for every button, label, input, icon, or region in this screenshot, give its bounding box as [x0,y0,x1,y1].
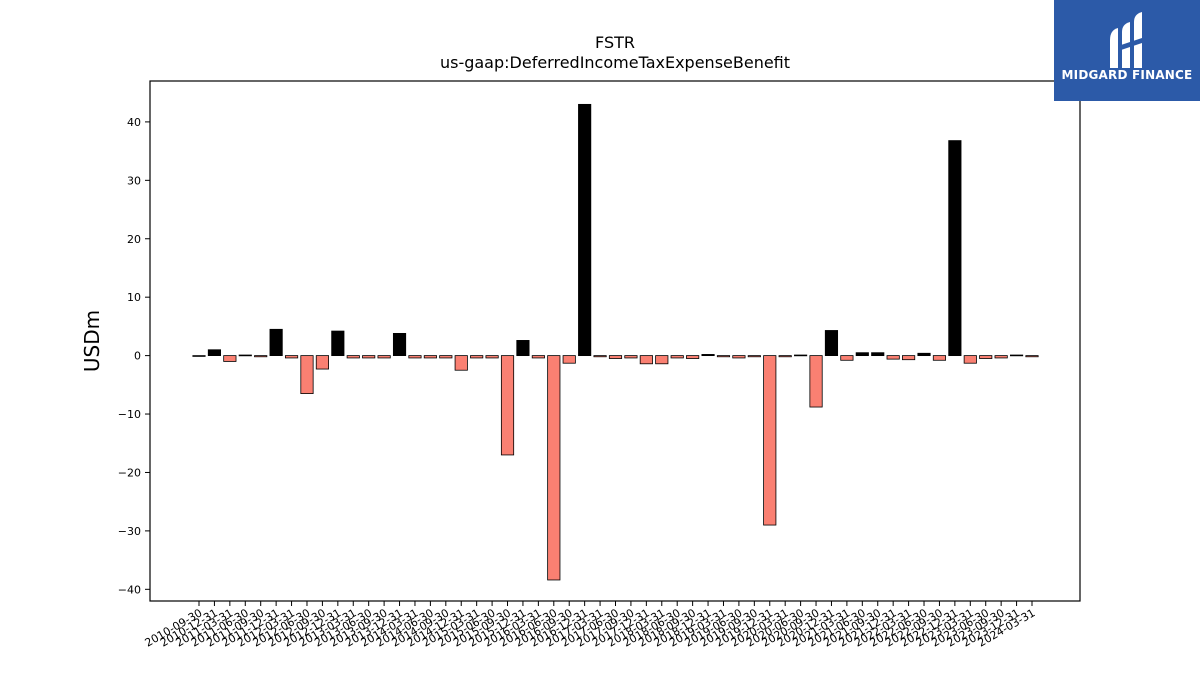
bar-2022-09-30 [932,355,947,361]
bar-2013-06-30 [362,355,376,359]
bar-2015-06-30 [485,355,499,359]
bar-2011-03-31 [223,355,237,362]
bar-2014-12-31 [454,355,468,371]
bar-2012-03-31 [284,355,299,359]
bar-2021-12-31 [886,355,900,360]
bar-2017-06-30 [608,355,623,359]
y-tick-label: −40 [118,583,141,596]
bar-2014-06-30 [423,355,437,359]
bar-2021-06-30 [855,352,869,357]
bar-2019-06-30 [732,355,746,359]
bar-2021-09-30 [871,352,885,357]
bar-2023-09-30 [994,355,1008,359]
bar-2012-09-30 [315,355,329,370]
y-tick-label: 0 [134,350,141,363]
bar-2018-06-30 [670,355,684,359]
bar-2011-12-31 [269,328,283,356]
bar-2010-12-31 [207,349,221,357]
bar-2014-03-31 [408,355,422,359]
bar-2013-12-31 [392,332,407,356]
bar-2020-09-30 [809,355,823,408]
bar-2018-03-31 [655,355,669,365]
bar-2018-09-30 [686,355,700,359]
bars-group [192,103,1039,581]
bar-2015-09-30 [500,355,515,456]
y-tick-label: 10 [127,291,141,304]
bar-2011-06-30 [238,354,252,357]
bar-2017-09-30 [624,355,638,359]
bar-2024-03-31 [1025,355,1039,358]
chart-subtitle: us-gaap:DeferredIncomeTaxExpenseBenefit [440,53,790,72]
bar-2017-12-31 [639,355,653,365]
bar-2015-12-31 [516,340,530,357]
bar-2011-09-30 [254,355,268,358]
bar-2020-03-31 [778,355,792,358]
bar-2013-03-31 [346,355,360,359]
bar-2012-06-30 [300,355,314,394]
bar-2019-09-30 [747,355,761,358]
y-axis-label: USDm [80,310,104,372]
bar-2023-12-31 [1010,354,1024,357]
bar-2019-03-31 [716,355,731,358]
y-tick-label: 40 [127,116,141,129]
midgard-logo-icon [1110,12,1142,68]
y-tick-label: −20 [118,466,141,479]
bar-2016-03-31 [531,355,545,359]
bar-2013-09-30 [377,355,391,359]
chart-title: FSTR [595,33,635,52]
bar-2017-03-31 [593,355,607,358]
y-axis: −40 −30 −20 −10 0 10 20 30 40 [118,116,150,596]
bar-2020-06-30 [794,354,808,357]
y-tick-label: 20 [127,233,141,246]
y-tick-label: −10 [118,408,141,421]
bar-2022-12-31 [948,140,962,357]
plot-area-frame [149,80,1081,602]
bar-2016-12-31 [578,103,592,357]
logo-text: MIDGARD FINANCE [1061,68,1193,82]
bar-2010-09-30 [192,355,206,357]
bar-2021-03-31 [840,355,854,361]
bar-2018-12-31 [701,354,715,357]
bar-2022-06-30 [917,352,931,357]
bar-2020-12-31 [824,330,839,357]
bar-2022-03-31 [902,355,916,361]
midgard-finance-logo: MIDGARD FINANCE [1054,0,1200,101]
bar-2023-03-31 [963,355,977,364]
bar-2023-06-30 [979,355,993,359]
bar-2012-12-31 [331,330,345,357]
bar-2016-09-30 [562,355,576,364]
x-axis: 2010-09-302010-12-312011-03-312011-06-30… [143,601,1038,650]
bar-2019-12-31 [763,355,777,526]
bar-2014-09-30 [439,355,453,359]
y-tick-label: 30 [127,174,141,187]
bar-2015-03-31 [470,355,484,359]
bar-2016-06-30 [547,355,561,581]
y-tick-label: −30 [118,525,141,538]
